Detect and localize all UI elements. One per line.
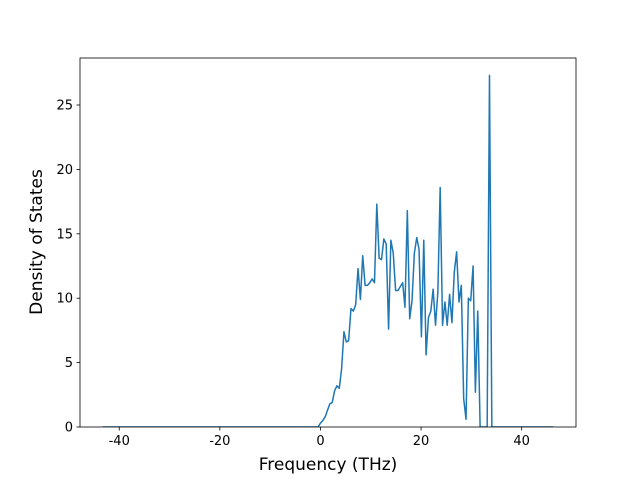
x-tick-label: -20	[209, 434, 230, 449]
y-tick-label: 25	[56, 99, 73, 114]
y-tick-label: 0	[65, 421, 73, 436]
x-tick-label: 0	[316, 434, 324, 449]
x-tick-label: 40	[513, 434, 530, 449]
plot-frame	[79, 57, 577, 428]
x-tick-label: 20	[413, 434, 430, 449]
x-tick-label: -40	[109, 434, 130, 449]
x-axis-label: Frequency (THz)	[259, 455, 398, 475]
data-line	[102, 74, 554, 427]
y-tick-label: 15	[56, 227, 73, 242]
y-tick-label: 5	[65, 356, 73, 371]
y-axis-label: Density of States	[27, 169, 47, 315]
y-tick-label: 10	[56, 292, 73, 307]
y-tick-label: 20	[56, 163, 73, 178]
